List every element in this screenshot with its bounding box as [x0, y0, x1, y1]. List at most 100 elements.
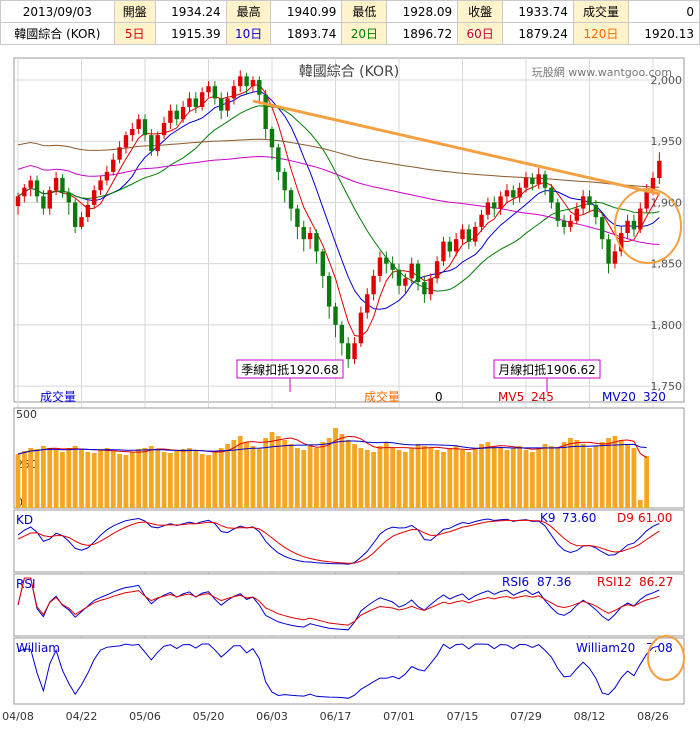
open-value: 1934.24	[154, 0, 227, 23]
candle-body	[619, 233, 624, 252]
price-tick-label: 1,750	[651, 380, 683, 393]
candle-body	[85, 204, 91, 218]
rsi12-value: 86.27	[639, 575, 673, 589]
low-value: 1928.09	[386, 0, 459, 23]
candle-body	[225, 98, 230, 111]
volume-bar	[206, 455, 211, 508]
candle-body	[523, 177, 529, 188]
volume-center-value: 0	[435, 390, 443, 404]
watermark: 玩股網 www.wantgoo.com	[532, 65, 672, 79]
candle-body	[60, 177, 65, 193]
candle-body	[587, 196, 592, 205]
candle-body	[149, 135, 154, 152]
candle-body	[441, 241, 446, 262]
candle-body	[136, 119, 141, 130]
d9-label: D9	[617, 511, 634, 525]
volume-bar	[250, 446, 256, 508]
candle-body	[111, 159, 116, 172]
candle-body	[384, 257, 389, 264]
candle-body	[276, 147, 281, 172]
volume-bar	[491, 446, 497, 508]
price-tick-label: 1,850	[651, 258, 683, 271]
volume-bar	[28, 448, 34, 508]
candle-body	[15, 196, 21, 207]
candle-body	[295, 208, 300, 227]
date-tick-label: 07/01	[383, 710, 415, 723]
high-label: 最高	[225, 0, 272, 23]
william-panel-label: William	[16, 641, 60, 655]
volume-bar	[60, 452, 65, 508]
volume-bar	[34, 449, 40, 508]
kd-panel-label: KD	[16, 513, 33, 527]
candle-body	[625, 220, 630, 234]
mv5-label: MV5	[498, 390, 524, 404]
candle-body	[199, 92, 205, 107]
ma120-label: 120日	[572, 22, 629, 45]
chart-title: 韓國綜合 (KOR)	[299, 64, 400, 80]
volume-bar	[498, 448, 503, 508]
candle-body	[422, 282, 427, 295]
volume-bar	[91, 453, 97, 508]
volume-bar	[625, 444, 630, 508]
candle-body	[326, 275, 332, 307]
volume-bar	[631, 448, 637, 508]
candle-body	[466, 229, 472, 242]
volume-bar	[542, 444, 548, 508]
volume-bar	[301, 450, 307, 508]
candle-body	[41, 196, 46, 209]
volume-bar	[466, 452, 472, 508]
volume-bar	[345, 440, 351, 508]
candle-body	[231, 86, 237, 99]
volume-bar	[409, 448, 415, 508]
candle-body	[339, 324, 345, 344]
k-line	[17, 517, 660, 565]
volume-bar	[136, 449, 142, 508]
volume-bar	[587, 448, 592, 508]
candle-body	[574, 208, 579, 221]
volume-bar	[517, 446, 523, 508]
candle-body	[561, 220, 567, 227]
volume-bar	[568, 438, 573, 508]
volume-bar	[174, 451, 180, 508]
volume-bar	[256, 448, 262, 508]
volume-bar	[358, 448, 364, 508]
volume-bar	[460, 450, 465, 508]
candle-body	[187, 98, 192, 107]
candle-body	[22, 187, 27, 197]
candle-body	[396, 269, 402, 286]
volume-bar	[187, 448, 192, 508]
ma-line-ma120	[17, 138, 660, 188]
ma20-label: 20日	[341, 22, 388, 45]
ma10-value: 1893.74	[270, 22, 343, 45]
ma-line-ma20	[17, 105, 660, 292]
volume-bar	[536, 448, 542, 508]
volume-bar	[269, 432, 275, 508]
volume-bar	[422, 446, 427, 508]
candle-body	[580, 196, 586, 209]
volume-bar	[377, 446, 383, 508]
volume-bar	[593, 446, 599, 508]
volume-bar	[390, 448, 396, 508]
quote-header-table: 2013/09/03 開盤 1934.24 最高 1940.99 最低 1928…	[0, 0, 700, 45]
date-tick-label: 05/06	[129, 710, 161, 723]
rsi-panel-label: RSI	[16, 577, 36, 591]
volume-bar	[199, 454, 205, 508]
index-name: 韓國綜合 (KOR)	[0, 22, 115, 45]
volume-bar	[510, 448, 516, 508]
candle-body	[530, 177, 535, 185]
ma60-label: 60日	[457, 22, 503, 45]
candle-body	[650, 177, 656, 191]
volume-tick-label: 500	[16, 408, 37, 421]
open-label: 開盤	[113, 0, 156, 23]
volume-bar	[148, 446, 154, 508]
william20-label: William20	[576, 641, 635, 655]
volume-bar	[41, 446, 46, 508]
candle-body	[79, 217, 84, 227]
william-panel-frame	[13, 637, 685, 705]
k9-label: K9	[540, 511, 556, 525]
candle-body	[250, 80, 256, 87]
date-tick-label: 08/12	[574, 710, 606, 723]
candle-body	[212, 86, 218, 99]
price-tick-label: 2,000	[651, 74, 683, 87]
candle-body	[536, 174, 541, 185]
